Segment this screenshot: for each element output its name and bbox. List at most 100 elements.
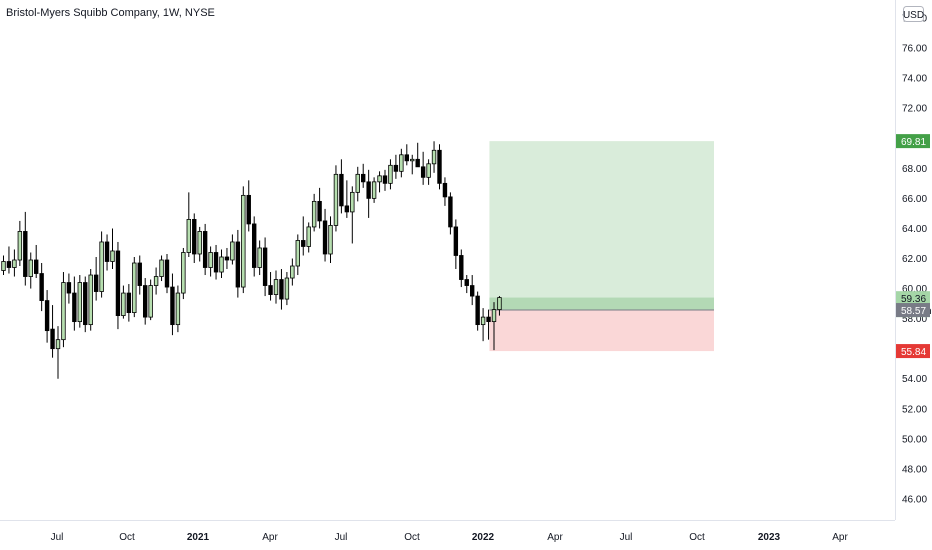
y-tick-label: 76.00 xyxy=(902,44,927,55)
candle-body xyxy=(170,286,175,326)
price-tag-label: 55.84 xyxy=(901,347,926,358)
candle xyxy=(311,193,317,232)
candle xyxy=(377,171,382,193)
x-tick-label: 2022 xyxy=(472,532,495,543)
candle xyxy=(491,302,497,351)
x-tick-label: Jul xyxy=(620,532,633,543)
candle-body xyxy=(153,276,159,286)
candle xyxy=(453,219,459,270)
candle xyxy=(415,142,420,168)
candle-body xyxy=(486,316,491,323)
candle-body xyxy=(366,181,371,199)
candle xyxy=(360,163,366,188)
candle-body xyxy=(437,149,442,184)
x-tick-label: Oct xyxy=(119,532,135,543)
candle-body xyxy=(23,231,28,277)
candle-body xyxy=(72,292,77,323)
candle xyxy=(159,255,164,282)
stop-price-tag: 55.84 xyxy=(896,344,930,359)
candle xyxy=(230,234,235,265)
candles xyxy=(1,141,502,379)
candle xyxy=(469,275,475,306)
candle xyxy=(137,255,142,295)
candle-body xyxy=(44,300,50,332)
candle-body xyxy=(273,279,279,295)
candle xyxy=(12,249,17,277)
candle-body xyxy=(453,226,459,256)
price-tag-label: 59.36 xyxy=(901,294,926,305)
y-tick-label: 46.00 xyxy=(902,494,927,505)
candle-body xyxy=(322,220,328,255)
candle-body xyxy=(360,173,366,183)
candle xyxy=(317,187,322,229)
candle xyxy=(39,263,44,312)
currency-button[interactable]: USD xyxy=(903,6,924,22)
candle-body xyxy=(442,182,448,198)
candle xyxy=(83,276,88,333)
candle xyxy=(110,228,115,270)
candle xyxy=(175,285,181,333)
candle xyxy=(301,216,306,256)
candle xyxy=(153,267,159,295)
candle-body xyxy=(339,173,344,207)
candle-body xyxy=(420,166,426,178)
candle xyxy=(61,272,66,348)
candle-body xyxy=(132,262,137,314)
y-axis-ticks: 46.0048.0050.0052.0054.0056.0058.0060.00… xyxy=(902,14,927,506)
candle-body xyxy=(137,262,142,286)
candle xyxy=(44,290,50,343)
y-tick-label: 58.00 xyxy=(902,314,927,325)
candle-body xyxy=(431,149,437,165)
candle xyxy=(262,237,268,297)
long-position-tool[interactable] xyxy=(489,141,714,352)
currency-label: USD xyxy=(903,10,924,21)
candle xyxy=(295,234,300,276)
candle xyxy=(202,223,208,276)
x-tick-label: Oct xyxy=(689,532,705,543)
y-tick-label: 54.00 xyxy=(902,374,927,385)
candle-body xyxy=(55,339,61,350)
open-pnl-zone xyxy=(489,297,714,311)
candle-body xyxy=(284,277,290,300)
candle-body xyxy=(83,282,88,326)
candle xyxy=(224,247,230,270)
plot-area[interactable]: 46.0048.0050.0052.0054.0056.0058.0060.00… xyxy=(1,14,928,506)
candle xyxy=(241,186,246,294)
candle xyxy=(371,177,377,203)
candle-body xyxy=(148,285,153,318)
candle-body xyxy=(241,194,246,288)
candle xyxy=(17,220,23,267)
y-tick-label: 72.00 xyxy=(902,104,927,115)
candle xyxy=(104,234,110,271)
candle xyxy=(355,166,360,202)
y-tick-label: 60.00 xyxy=(902,284,927,295)
candle xyxy=(28,252,33,289)
candle xyxy=(344,180,350,218)
candle-body xyxy=(475,295,480,326)
candle xyxy=(72,276,77,331)
price-tag-label: 58.57 xyxy=(901,306,926,317)
candle-body xyxy=(34,259,39,274)
candle xyxy=(186,192,191,257)
candle xyxy=(235,229,241,298)
candle-body xyxy=(262,247,268,286)
candle xyxy=(475,291,480,331)
candle-body xyxy=(39,273,44,301)
candle xyxy=(219,249,224,279)
candle-body xyxy=(115,250,121,317)
candle xyxy=(55,326,61,379)
candle xyxy=(290,258,295,286)
candle-body xyxy=(28,259,33,277)
entry-price-tag: 58.57 xyxy=(896,303,930,318)
candle-body xyxy=(230,241,235,261)
candle xyxy=(6,246,12,274)
x-tick-label: 2021 xyxy=(187,532,210,543)
candle xyxy=(382,169,388,191)
candle xyxy=(437,144,442,190)
candle xyxy=(50,305,55,358)
candle xyxy=(23,211,28,286)
candle xyxy=(77,275,82,328)
candle xyxy=(497,296,502,316)
